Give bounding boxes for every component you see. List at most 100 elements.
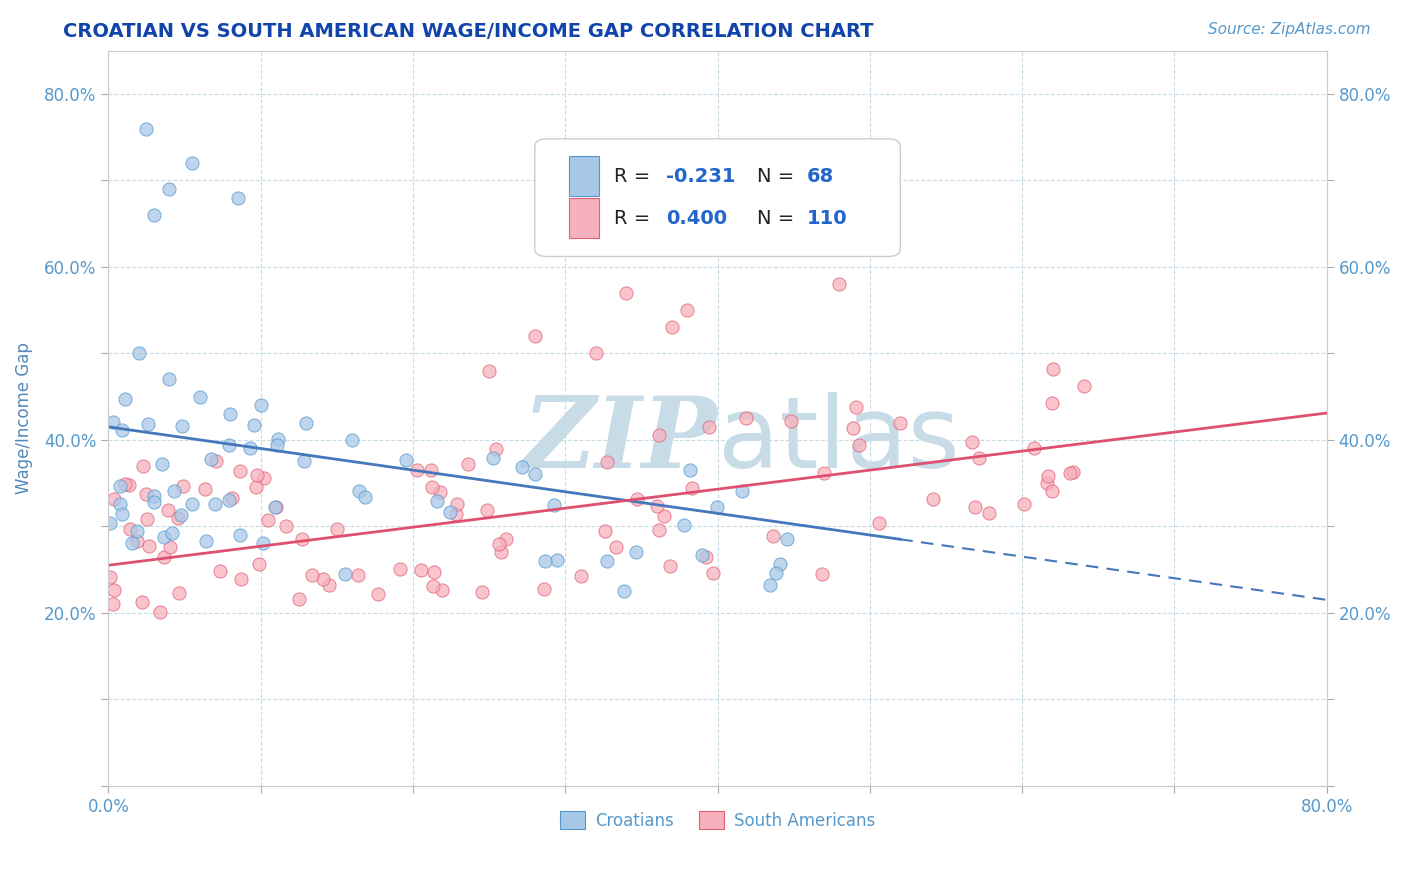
- Point: [422, 579, 444, 593]
- Point: [439, 505, 461, 519]
- Point: [613, 584, 636, 599]
- Point: [752, 156, 775, 170]
- Point: [1073, 379, 1095, 393]
- Text: N =: N =: [756, 167, 800, 186]
- Point: [181, 156, 204, 170]
- Point: [679, 463, 702, 477]
- Text: CROATIAN VS SOUTH AMERICAN WAGE/INCOME GAP CORRELATION CHART: CROATIAN VS SOUTH AMERICAN WAGE/INCOME G…: [63, 22, 873, 41]
- FancyBboxPatch shape: [534, 139, 900, 257]
- Point: [326, 522, 349, 536]
- Point: [395, 452, 418, 467]
- Point: [533, 554, 555, 568]
- Point: [810, 567, 832, 582]
- Point: [143, 208, 166, 222]
- Point: [485, 442, 508, 456]
- Point: [226, 191, 249, 205]
- Point: [842, 421, 865, 435]
- Point: [478, 364, 501, 378]
- Point: [353, 490, 375, 504]
- Point: [188, 390, 211, 404]
- Point: [110, 479, 132, 493]
- Point: [848, 438, 870, 452]
- Point: [295, 416, 318, 430]
- Point: [765, 566, 787, 581]
- Point: [98, 516, 121, 530]
- Point: [312, 572, 335, 586]
- Point: [430, 582, 453, 597]
- Point: [737, 147, 759, 161]
- Point: [120, 522, 142, 536]
- Point: [734, 411, 756, 425]
- Text: R =: R =: [614, 209, 657, 227]
- Point: [149, 605, 172, 619]
- Point: [690, 549, 713, 563]
- Point: [160, 525, 183, 540]
- Point: [194, 534, 217, 549]
- Point: [488, 537, 510, 551]
- Point: [257, 513, 280, 527]
- Point: [103, 492, 125, 507]
- Point: [204, 454, 226, 468]
- Point: [231, 572, 253, 586]
- Y-axis label: Wage/Income Gap: Wage/Income Gap: [15, 343, 32, 494]
- Point: [406, 463, 429, 477]
- Point: [208, 564, 231, 578]
- Point: [267, 432, 290, 446]
- Point: [758, 578, 780, 592]
- Point: [446, 497, 468, 511]
- Text: N =: N =: [756, 209, 800, 227]
- Text: Source: ZipAtlas.com: Source: ZipAtlas.com: [1208, 22, 1371, 37]
- Point: [489, 544, 512, 558]
- Point: [523, 467, 546, 482]
- Point: [138, 539, 160, 553]
- Point: [125, 524, 148, 538]
- Text: 68: 68: [807, 167, 834, 186]
- Point: [264, 500, 287, 515]
- Point: [221, 491, 243, 506]
- Point: [180, 498, 202, 512]
- Point: [681, 481, 703, 495]
- Point: [152, 550, 174, 565]
- Point: [776, 532, 799, 546]
- Point: [658, 558, 681, 573]
- Point: [246, 468, 269, 483]
- Point: [533, 582, 555, 596]
- Point: [153, 530, 176, 544]
- Point: [546, 552, 568, 566]
- Point: [762, 529, 785, 543]
- Point: [759, 191, 782, 205]
- Point: [252, 536, 274, 550]
- Point: [132, 459, 155, 474]
- Point: [292, 453, 315, 467]
- Point: [411, 563, 433, 577]
- Point: [143, 489, 166, 503]
- Point: [495, 533, 517, 547]
- Point: [702, 566, 724, 580]
- Point: [648, 523, 671, 537]
- Point: [979, 506, 1001, 520]
- Point: [163, 484, 186, 499]
- Point: [457, 457, 479, 471]
- Point: [1040, 396, 1063, 410]
- Point: [127, 533, 149, 548]
- Point: [922, 492, 945, 507]
- Point: [135, 487, 157, 501]
- Point: [347, 567, 370, 582]
- Point: [648, 427, 671, 442]
- Point: [318, 577, 340, 591]
- Point: [769, 557, 792, 571]
- Legend: Croatians, South Americans: Croatians, South Americans: [554, 805, 882, 837]
- Point: [963, 500, 986, 514]
- Point: [1036, 469, 1059, 483]
- Point: [475, 503, 498, 517]
- Point: [706, 500, 728, 515]
- Point: [150, 457, 173, 471]
- Point: [291, 533, 314, 547]
- FancyBboxPatch shape: [569, 198, 599, 238]
- Point: [596, 455, 619, 469]
- Point: [1022, 441, 1045, 455]
- Point: [243, 418, 266, 433]
- Point: [1040, 484, 1063, 499]
- Point: [596, 554, 619, 568]
- Point: [98, 570, 121, 584]
